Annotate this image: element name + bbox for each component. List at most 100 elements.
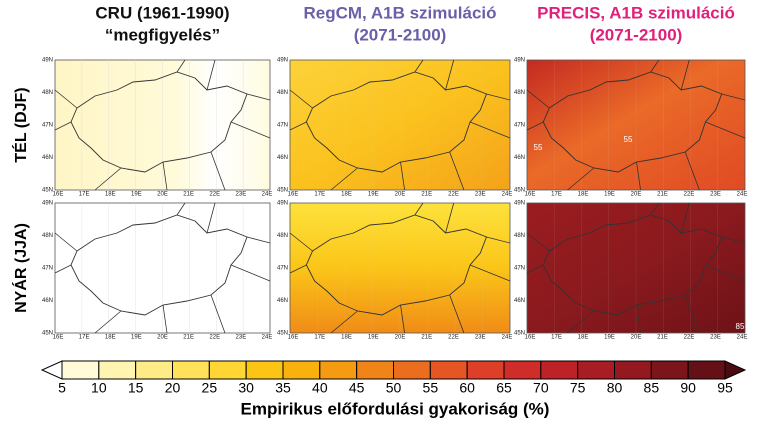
lat-label: 45N <box>42 188 53 194</box>
lon-label: 22E <box>448 192 459 198</box>
lon-label: 23E <box>475 335 486 341</box>
lat-label: 49N <box>42 58 53 64</box>
lon-label: 22E <box>448 335 459 341</box>
lat-label: 48N <box>277 233 288 239</box>
lon-label: 21E <box>657 335 668 341</box>
lon-label: 20E <box>157 192 168 198</box>
map-panel <box>289 59 511 191</box>
lon-label: 24E <box>262 192 273 198</box>
lon-label: 23E <box>236 192 247 198</box>
lon-label: 19E <box>131 192 142 198</box>
lat-label: 47N <box>42 266 53 272</box>
contour-label: 55 <box>534 143 543 152</box>
lon-label: 17E <box>551 335 562 341</box>
lat-label: 47N <box>514 266 525 272</box>
lon-label: 21E <box>421 192 432 198</box>
lon-label: 24E <box>737 335 748 341</box>
lat-label: 49N <box>277 201 288 207</box>
lat-label: 49N <box>277 58 288 64</box>
map-panel <box>526 202 746 334</box>
colorbar-segment <box>172 360 210 380</box>
lon-label: 20E <box>395 335 406 341</box>
lon-label: 18E <box>105 335 116 341</box>
column-title: RegCM, A1B szimuláció <box>303 3 496 22</box>
colorbar-segment <box>540 360 579 380</box>
lat-label: 48N <box>514 90 525 96</box>
lon-label: 17E <box>551 192 562 198</box>
colorbar-segment <box>356 360 394 380</box>
lon-label: 24E <box>737 192 748 198</box>
lat-label: 46N <box>514 298 525 304</box>
lon-label: 19E <box>368 192 379 198</box>
colorbar-tick-label: 95 <box>717 380 733 396</box>
lon-label: 23E <box>710 192 721 198</box>
lon-label: 19E <box>131 335 142 341</box>
colorbar-segment <box>687 360 726 380</box>
lon-label: 17E <box>79 192 90 198</box>
colorbar-tick-label: 70 <box>533 380 549 396</box>
lon-label: 17E <box>314 192 325 198</box>
colorbar-tick-label: 50 <box>386 380 402 396</box>
lon-label: 18E <box>105 192 116 198</box>
colorbar-extend-low <box>40 360 63 380</box>
colorbar-tick-label: 40 <box>312 380 328 396</box>
colorbar-segment <box>614 360 652 380</box>
lat-label: 46N <box>42 155 53 161</box>
lon-label: 24E <box>502 335 513 341</box>
lon-label: 21E <box>183 335 194 341</box>
lon-label: 22E <box>684 335 695 341</box>
lon-label: 20E <box>395 192 406 198</box>
column-title: (2071-2100) <box>590 25 683 44</box>
lon-label: 20E <box>631 335 642 341</box>
lat-label: 45N <box>42 331 53 337</box>
colorbar-segment <box>503 360 542 380</box>
lon-label: 18E <box>578 192 589 198</box>
lon-label: 16E <box>288 335 299 341</box>
lon-label: 24E <box>262 335 273 341</box>
lat-label: 47N <box>42 123 53 129</box>
lon-label: 21E <box>183 192 194 198</box>
contour-label: 55 <box>624 135 633 144</box>
colorbar-tick-label: 85 <box>644 380 660 396</box>
lon-label: 17E <box>314 335 325 341</box>
lat-label: 46N <box>277 298 288 304</box>
lon-label: 22E <box>209 192 220 198</box>
lat-label: 47N <box>277 266 288 272</box>
colorbar-segment <box>650 360 689 380</box>
lon-label: 16E <box>53 192 64 198</box>
column-title: CRU (1961-1990) <box>95 3 229 22</box>
lon-label: 20E <box>157 335 168 341</box>
lon-label: 18E <box>341 335 352 341</box>
colorbar-segment <box>282 360 321 380</box>
colorbar-segment <box>393 360 431 380</box>
lon-label: 16E <box>288 192 299 198</box>
lat-label: 48N <box>42 90 53 96</box>
lon-label: 19E <box>368 335 379 341</box>
lon-label: 19E <box>604 335 615 341</box>
lon-label: 23E <box>236 335 247 341</box>
lat-label: 45N <box>277 331 288 337</box>
lon-label: 22E <box>209 335 220 341</box>
lon-label: 17E <box>79 335 90 341</box>
lon-label: 16E <box>525 335 536 341</box>
colorbar-tick-label: 45 <box>349 380 365 396</box>
colorbar-segment <box>245 360 284 380</box>
colorbar-tick-label: 65 <box>496 380 512 396</box>
lat-label: 49N <box>42 201 53 207</box>
colorbar-tick-label: 30 <box>238 380 254 396</box>
colorbar-tick-label: 75 <box>570 380 586 396</box>
colorbar-tick-label: 15 <box>128 380 144 396</box>
row-label: TÉL (DJF) <box>11 87 30 162</box>
lon-label: 16E <box>53 335 64 341</box>
colorbar-segment <box>61 360 100 380</box>
colorbar-tick-label: 20 <box>165 380 181 396</box>
colorbar-tick-label: 5 <box>58 380 66 396</box>
lat-label: 45N <box>514 331 525 337</box>
colorbar-segment <box>577 360 616 380</box>
colorbar-segment <box>429 360 468 380</box>
lon-label: 16E <box>525 192 536 198</box>
colorbar-tick-label: 55 <box>423 380 439 396</box>
colorbar-segment <box>208 360 247 380</box>
colorbar-tick-label: 90 <box>680 380 696 396</box>
